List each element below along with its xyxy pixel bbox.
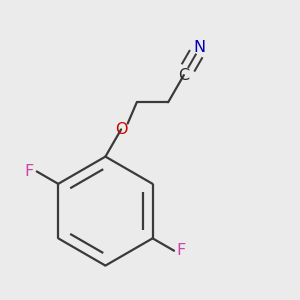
Text: O: O	[115, 122, 128, 137]
Text: F: F	[177, 243, 186, 258]
Text: F: F	[24, 164, 34, 179]
Text: N: N	[194, 40, 206, 56]
Text: C: C	[178, 68, 189, 82]
